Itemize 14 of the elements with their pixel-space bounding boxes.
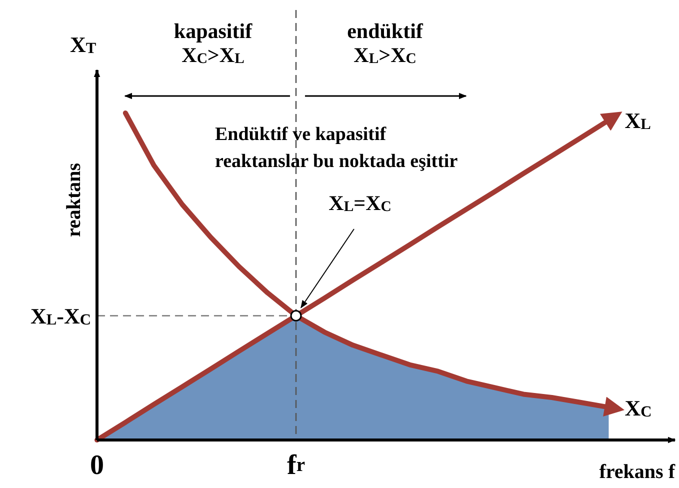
x-axis-title: frekans f [599, 461, 676, 483]
text: kapasitif [174, 19, 254, 43]
text: XL>XC [354, 43, 416, 67]
text: XT [70, 32, 97, 57]
y-axis-title: reaktans [63, 162, 85, 238]
ref-line-label: XL-XC [30, 304, 91, 329]
text: endüktif [347, 19, 424, 43]
annotation: XL=XC [328, 191, 392, 215]
annotation: Endüktif ve kapasitif reaktanslar bu noktada eşittir [215, 124, 458, 172]
series-label: XL [624, 108, 651, 134]
series-label: XC [624, 395, 652, 420]
x-tick-label: 0 [90, 450, 104, 480]
x-tick-label: fr [286, 450, 306, 480]
text: XC>XL [182, 43, 245, 67]
